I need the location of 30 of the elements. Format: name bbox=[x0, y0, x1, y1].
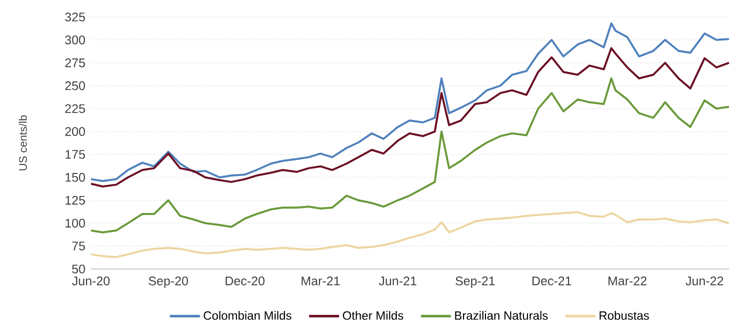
y-tick-label: 175 bbox=[66, 150, 85, 159]
y-tick-label: 50 bbox=[72, 264, 85, 274]
x-tick-label: Jun-21 bbox=[378, 276, 416, 286]
x-tick-label: Dec-21 bbox=[532, 276, 572, 286]
line-series bbox=[90, 47, 730, 188]
legend-label: Colombian Milds bbox=[204, 310, 292, 320]
line-series bbox=[90, 211, 730, 258]
y-tick-label: 225 bbox=[65, 104, 85, 114]
x-tick-label: Jun-22 bbox=[686, 276, 724, 286]
x-tick-label: Sep-21 bbox=[456, 276, 495, 288]
y-tick-label: 300 bbox=[65, 35, 85, 44]
y-tick-label: 75 bbox=[72, 242, 85, 250]
y-axis-title: US cents/lb bbox=[18, 115, 27, 170]
y-tick-label: 250 bbox=[65, 81, 85, 90]
y-tick-label: 275 bbox=[65, 58, 85, 68]
line-series bbox=[90, 22, 730, 182]
x-tick-label: Mar-21 bbox=[302, 276, 340, 286]
y-tick-label: 125 bbox=[66, 196, 85, 205]
y-tick-label: 200 bbox=[65, 127, 85, 136]
y-tick-label: 150 bbox=[66, 172, 85, 182]
x-tick-label: Jun-20 bbox=[72, 276, 110, 286]
x-tick-label: Mar-22 bbox=[608, 276, 646, 286]
legend-label: Brazilian Naturals bbox=[455, 310, 548, 320]
legend-label: Robustas bbox=[600, 310, 649, 320]
line-series bbox=[90, 77, 730, 234]
y-tick-label: 325 bbox=[65, 12, 85, 22]
x-tick-label: Sep-20 bbox=[148, 276, 188, 288]
y-tick-label: 100 bbox=[66, 218, 85, 228]
legend-label: Other Milds bbox=[342, 310, 404, 320]
x-tick-label: Dec-20 bbox=[226, 276, 264, 286]
